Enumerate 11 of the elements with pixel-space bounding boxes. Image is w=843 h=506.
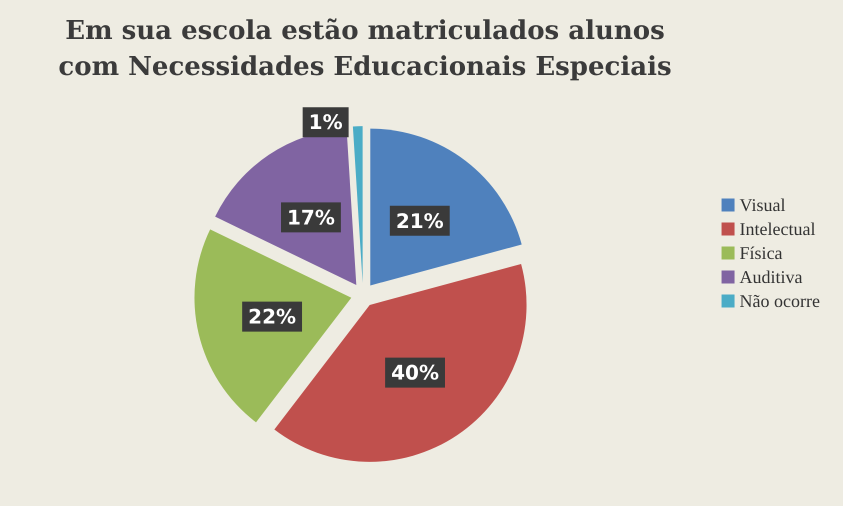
data-label: 22%: [248, 304, 296, 329]
data-label: 17%: [287, 205, 335, 230]
legend-label: Intelectual: [740, 219, 816, 239]
legend-label: Não ocorre: [740, 291, 820, 311]
legend-label: Física: [740, 243, 783, 263]
data-label: 21%: [396, 208, 444, 233]
data-label: 1%: [308, 110, 343, 134]
data-label: 40%: [391, 360, 439, 385]
legend-label: Auditiva: [740, 267, 803, 287]
legend-label: Visual: [740, 195, 786, 215]
chart-title: Em sua escola estão matriculados alunos com Necessidades Educacionais Especiais: [58, 16, 672, 82]
